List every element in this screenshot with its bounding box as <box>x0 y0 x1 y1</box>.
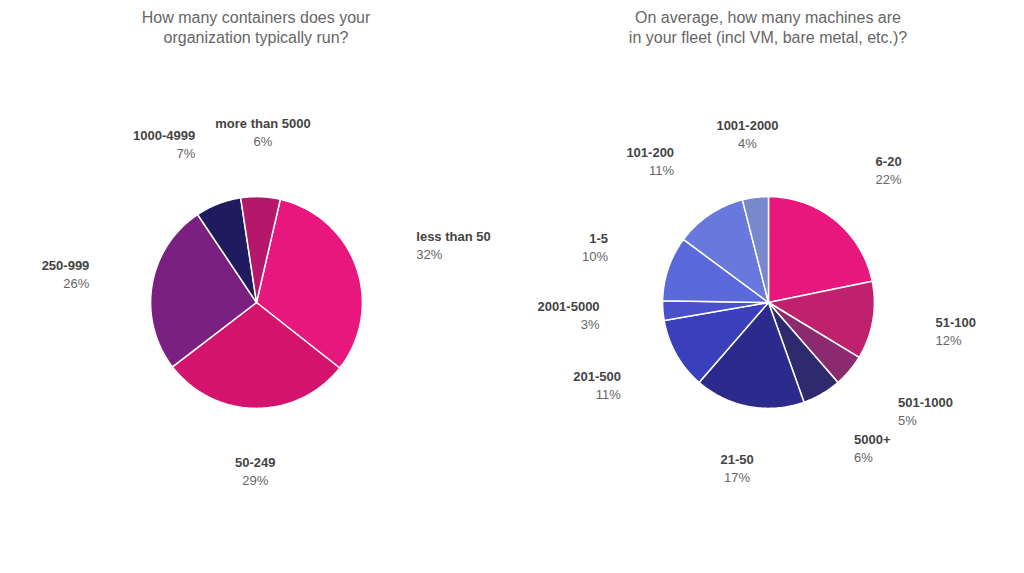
svg-text:17%: 17% <box>724 470 750 485</box>
svg-text:51-100: 51-100 <box>935 315 975 330</box>
svg-text:29%: 29% <box>242 473 268 488</box>
svg-text:21-50: 21-50 <box>720 452 753 467</box>
svg-text:5000+: 5000+ <box>854 432 891 447</box>
svg-text:1001-2000: 1001-2000 <box>716 118 778 133</box>
svg-text:3%: 3% <box>581 317 600 332</box>
html-text:On average, how many machines: On average, how many machines are in you… <box>628 9 908 46</box>
svg-text:50-249: 50-249 <box>235 455 275 470</box>
svg-text:6%: 6% <box>254 134 273 149</box>
svg-text:more than 5000: more than 5000 <box>215 116 310 131</box>
svg-text:32%: 32% <box>416 247 442 262</box>
svg-text:250-999: 250-999 <box>42 258 90 273</box>
svg-text:7%: 7% <box>176 146 195 161</box>
svg-text:6%: 6% <box>854 450 873 465</box>
svg-text:4%: 4% <box>738 136 757 151</box>
svg-text:6-20: 6-20 <box>876 154 902 169</box>
svg-text:2001-5000: 2001-5000 <box>537 299 599 314</box>
svg-text:less than 50: less than 50 <box>416 229 490 244</box>
svg-text:11%: 11% <box>649 163 674 178</box>
svg-text:11%: 11% <box>596 387 621 402</box>
svg-text:26%: 26% <box>63 276 89 291</box>
svg-text:201-500: 201-500 <box>573 369 621 384</box>
svg-text:101-200: 101-200 <box>626 145 674 160</box>
svg-text:1000-4999: 1000-4999 <box>133 128 195 143</box>
svg-text:22%: 22% <box>876 172 902 187</box>
html-text:How many containers does your: How many containers does your organizati… <box>141 9 371 46</box>
svg-text:12%: 12% <box>935 333 961 348</box>
svg-text:5%: 5% <box>898 413 917 428</box>
svg-text:10%: 10% <box>582 249 608 264</box>
svg-text:1-5: 1-5 <box>589 231 608 246</box>
svg-text:501-1000: 501-1000 <box>898 395 953 410</box>
